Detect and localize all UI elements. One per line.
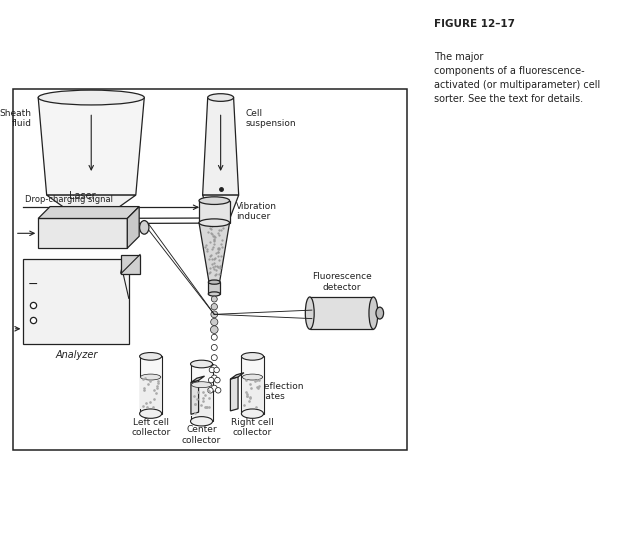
Ellipse shape [241,352,263,360]
Ellipse shape [199,219,230,226]
Text: The major
components of a fluorescence-
activated (or multiparameter) cell
sorte: The major components of a fluorescence- … [434,52,600,104]
Ellipse shape [140,220,149,234]
Polygon shape [121,255,140,274]
Bar [192,384,212,416]
Ellipse shape [305,297,314,329]
Ellipse shape [208,280,220,284]
Polygon shape [203,98,239,195]
Circle shape [211,318,218,326]
Ellipse shape [208,292,220,296]
Bar [208,282,220,294]
Circle shape [214,367,220,372]
Circle shape [215,377,220,383]
Ellipse shape [208,94,233,102]
Ellipse shape [376,307,384,319]
Circle shape [212,334,217,340]
Bar [241,356,263,414]
Circle shape [208,388,213,393]
Text: Right cell
collector: Right cell collector [231,418,274,437]
Circle shape [211,304,218,310]
Bar [140,356,162,414]
Polygon shape [230,377,238,411]
Ellipse shape [192,382,212,388]
Ellipse shape [140,374,161,380]
Polygon shape [191,380,198,414]
Circle shape [215,388,221,393]
Circle shape [212,365,217,371]
Text: Left cell
collector: Left cell collector [131,418,170,437]
Text: Vibration
inducer: Vibration inducer [236,202,277,222]
Text: Deflection
plates: Deflection plates [257,382,304,401]
Bar [242,377,263,408]
Text: +: + [248,390,258,400]
Text: −: − [27,277,38,291]
Circle shape [212,375,217,381]
Polygon shape [127,206,139,248]
Bar [140,377,161,408]
Text: Sheath
fluid: Sheath fluid [0,109,32,129]
Ellipse shape [199,197,230,205]
Ellipse shape [140,409,162,418]
Bar [12,89,407,450]
Ellipse shape [241,409,263,418]
Polygon shape [199,223,230,282]
Text: FIGURE 12–17: FIGURE 12–17 [434,19,515,29]
Circle shape [212,344,217,350]
Circle shape [212,296,217,302]
Text: Fluorescence
detector: Fluorescence detector [312,273,371,292]
Ellipse shape [38,90,144,105]
Bar [199,201,230,223]
Ellipse shape [190,416,213,426]
Polygon shape [38,206,139,218]
Text: Center
collector: Center collector [182,425,221,445]
Text: Drop-charging signal: Drop-charging signal [24,195,112,204]
Circle shape [210,326,218,333]
Text: Cell
suspension: Cell suspension [245,109,296,129]
Polygon shape [230,372,244,379]
Text: Laser: Laser [69,192,96,201]
Text: −: − [190,419,200,430]
Bar [38,218,127,248]
Circle shape [211,311,218,318]
Bar [310,297,373,329]
Bar [190,364,213,421]
Circle shape [212,385,217,391]
Circle shape [209,367,215,372]
Ellipse shape [140,352,162,360]
Polygon shape [203,195,239,225]
Ellipse shape [242,374,263,380]
Text: Analyzer: Analyzer [55,350,97,360]
Ellipse shape [190,360,213,368]
Polygon shape [38,98,144,195]
Circle shape [208,377,214,383]
Polygon shape [47,195,136,218]
Polygon shape [191,376,205,382]
Ellipse shape [369,297,378,329]
Circle shape [212,355,217,361]
Bar [23,259,129,344]
